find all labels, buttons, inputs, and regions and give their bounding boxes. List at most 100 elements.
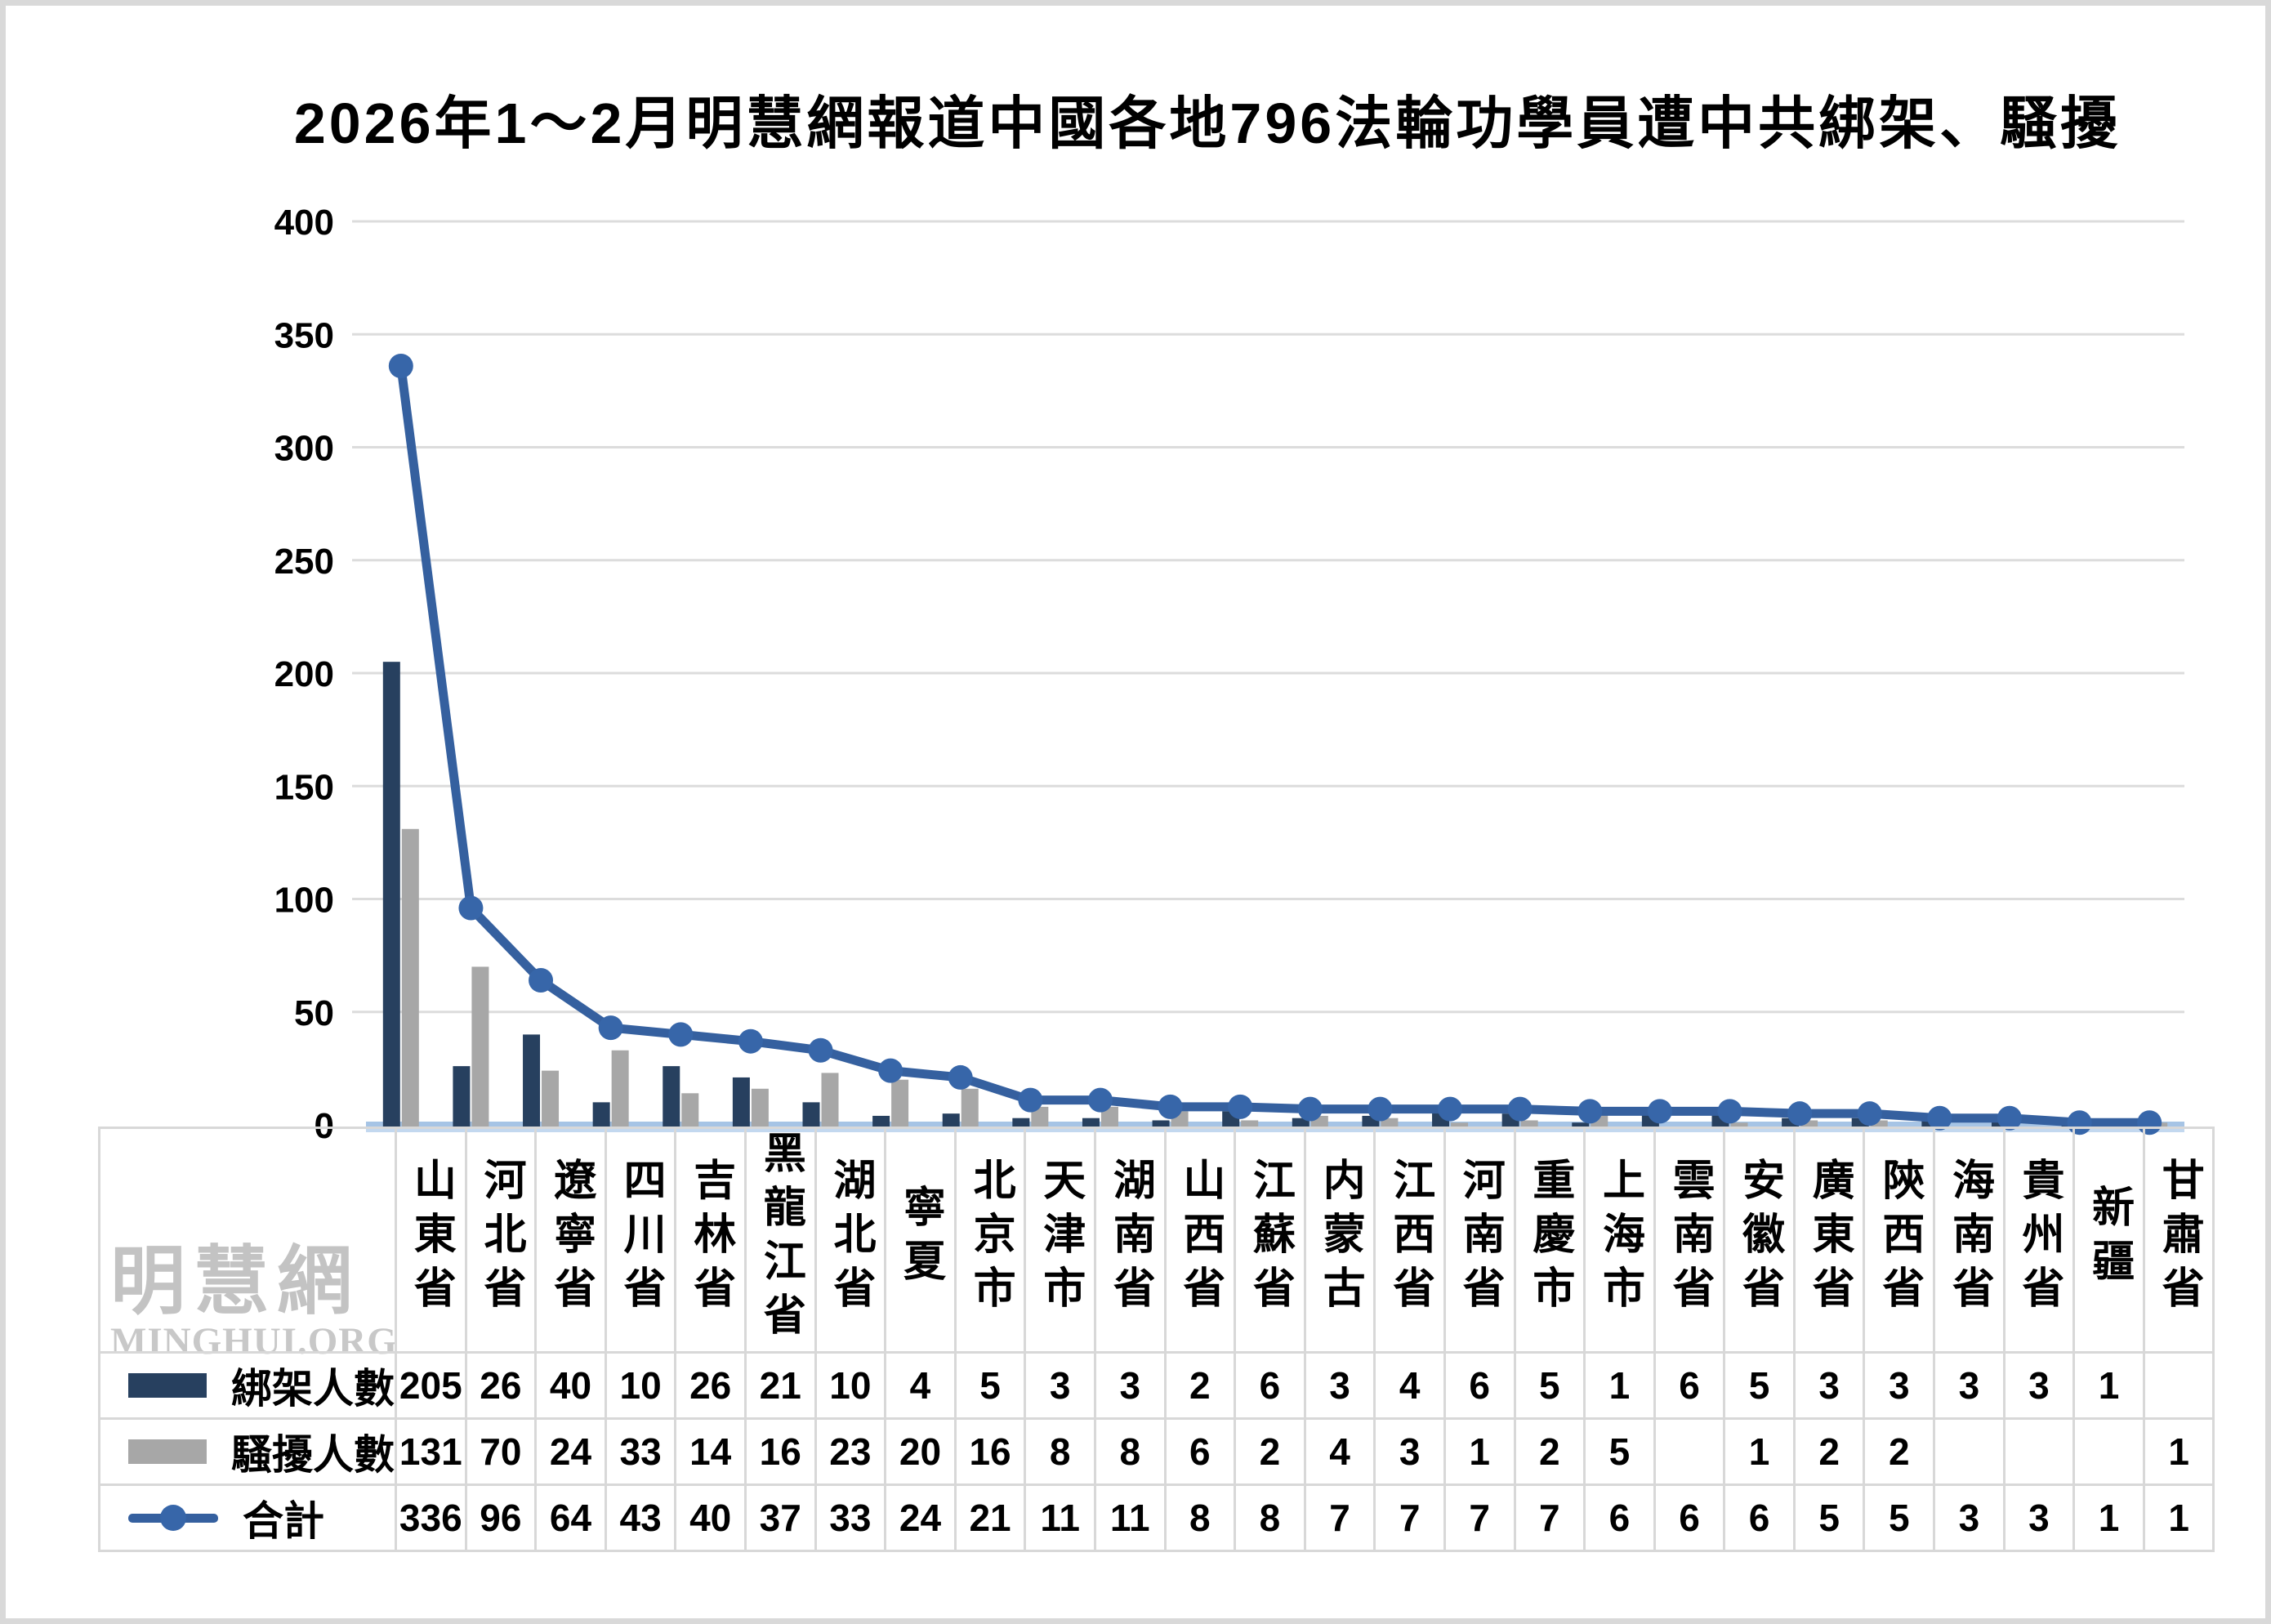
category-label: 貴州省 <box>2015 1157 2064 1319</box>
table-cell: 6 <box>1163 1417 1237 1486</box>
bar <box>891 1079 909 1127</box>
table-cell: 4 <box>884 1351 957 1420</box>
data-table: 山東省 河北省 遼寧省 四川省 吉林省 黑龍江省 湖北省 寧夏 北京市 天津市 湖南省 山西省 江蘇省内… <box>98 1127 2215 1552</box>
bar <box>382 662 400 1127</box>
table-cell: 11 <box>1093 1483 1167 1552</box>
table-cell: 7 <box>1373 1483 1446 1552</box>
legend-line-swatch <box>128 1504 218 1532</box>
table-cell: 3 <box>2002 1483 2076 1552</box>
bar <box>1031 1106 1049 1127</box>
table-cell <box>1933 1417 2006 1486</box>
bar <box>1100 1106 1118 1127</box>
bar <box>1012 1118 1030 1127</box>
line-marker <box>1228 1094 1253 1119</box>
table-cell: 1 <box>2142 1417 2215 1486</box>
y-tick-label: 50 <box>294 993 334 1033</box>
table-cell: 4 <box>1373 1351 1446 1420</box>
table-cell: 70 <box>464 1417 538 1486</box>
y-tick-label: 350 <box>274 315 334 355</box>
category-label: 遼寧省 <box>547 1157 595 1319</box>
table-cell: 3 <box>1863 1351 1936 1420</box>
line-marker <box>1507 1096 1533 1122</box>
category-label: 山西省 <box>1176 1157 1224 1319</box>
bar <box>1572 1122 1590 1127</box>
bar <box>751 1088 769 1127</box>
table-cell: 21 <box>953 1483 1027 1552</box>
bar <box>1241 1120 1259 1127</box>
line-marker <box>738 1028 763 1054</box>
table-cell: 2 <box>1792 1417 1866 1486</box>
bar <box>961 1088 979 1127</box>
bar <box>732 1077 750 1127</box>
y-tick-label: 100 <box>274 881 334 921</box>
category-header: 重慶市 <box>1513 1127 1586 1354</box>
table-cell: 3 <box>1933 1483 2006 1552</box>
category-label: 上海市 <box>1595 1157 1644 1319</box>
category-label: 陝西省 <box>1875 1157 1923 1319</box>
table-cell <box>1653 1417 1726 1486</box>
bar <box>1292 1118 1310 1127</box>
table-cell: 3 <box>1024 1351 1096 1420</box>
bar <box>1730 1122 1748 1127</box>
table-cell <box>2072 1417 2145 1486</box>
table-cell: 6 <box>1443 1351 1516 1420</box>
category-label: 吉林省 <box>686 1157 734 1319</box>
category-header: 貴州省 <box>2002 1127 2076 1354</box>
table-cell: 1 <box>1583 1351 1656 1420</box>
category-header: 甘肅省 <box>2142 1127 2215 1354</box>
table-cell: 8 <box>1024 1417 1096 1486</box>
bar <box>821 1073 839 1127</box>
table-cell: 23 <box>814 1417 887 1486</box>
category-header: 黑龍江省 <box>743 1127 817 1354</box>
bar <box>663 1066 680 1127</box>
table-cell: 5 <box>1863 1483 1936 1552</box>
category-label: 山東省 <box>407 1157 455 1319</box>
table-cell: 64 <box>534 1483 607 1552</box>
line-marker <box>1717 1099 1742 1124</box>
category-label: 黑龍江省 <box>756 1130 805 1346</box>
gridlines <box>352 220 2184 1014</box>
line-marker <box>668 1022 694 1047</box>
table-cell: 336 <box>395 1483 467 1552</box>
bar <box>471 966 489 1127</box>
line-marker <box>458 895 484 921</box>
category-header: 新疆 <box>2072 1127 2145 1354</box>
bar <box>453 1066 471 1127</box>
table-cell: 40 <box>534 1351 607 1420</box>
legend-bar-swatch <box>128 1373 207 1398</box>
category-label: 湖北省 <box>826 1157 874 1319</box>
bar-series-1 <box>382 662 2079 1127</box>
table-cell: 10 <box>604 1351 677 1420</box>
table-cell: 21 <box>743 1351 817 1420</box>
bar <box>802 1102 820 1127</box>
line-marker <box>1577 1099 1603 1124</box>
table-cell: 6 <box>1234 1351 1306 1420</box>
category-label: 河南省 <box>1456 1157 1504 1319</box>
table-cell: 1 <box>1723 1417 1796 1486</box>
table-cell: 6 <box>1653 1351 1726 1420</box>
bar <box>1520 1120 1538 1127</box>
table-cell: 11 <box>1024 1483 1096 1552</box>
table-cell: 2 <box>1163 1351 1237 1420</box>
table-cell: 7 <box>1443 1483 1516 1552</box>
bar <box>1851 1118 1869 1127</box>
legend-bar-swatch <box>128 1439 207 1464</box>
table-cell: 6 <box>1723 1483 1796 1552</box>
line-marker <box>948 1064 973 1090</box>
category-header: 寧夏 <box>884 1127 957 1354</box>
table-cell: 20 <box>884 1417 957 1486</box>
legend-cell: 騷擾人數 <box>98 1417 397 1486</box>
table-cell: 7 <box>1303 1483 1376 1552</box>
line-marker <box>1438 1096 1463 1122</box>
category-label: 天津市 <box>1036 1157 1084 1319</box>
line-marker <box>388 353 413 378</box>
category-header: 内蒙古 <box>1303 1127 1376 1354</box>
table-cell: 14 <box>674 1417 747 1486</box>
table-cell: 10 <box>814 1351 887 1420</box>
table-cell: 40 <box>674 1483 747 1552</box>
watermark-cell <box>98 1127 397 1354</box>
category-header: 安徽省 <box>1723 1127 1796 1354</box>
table-cell: 8 <box>1093 1417 1167 1486</box>
